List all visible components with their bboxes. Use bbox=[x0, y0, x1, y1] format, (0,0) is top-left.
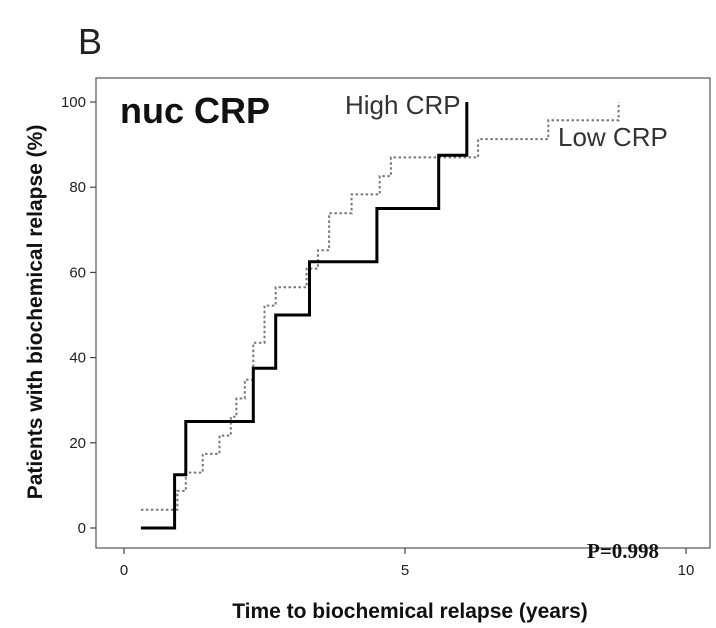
series-label-high-crp: High CRP bbox=[345, 90, 461, 120]
chart-title: nuc CRP bbox=[120, 90, 270, 131]
x-tick-label-0: 0 bbox=[120, 562, 128, 579]
series-label-low-crp: Low CRP bbox=[558, 122, 668, 152]
p-value-annotation: P=0.998 bbox=[587, 539, 659, 563]
series-layer bbox=[140, 102, 620, 530]
x-tick-label-2: 10 bbox=[678, 562, 695, 579]
series-line-high-crp bbox=[140, 102, 469, 530]
plot-frame bbox=[95, 77, 711, 549]
y-tick-label-1: 20 bbox=[69, 435, 86, 452]
y-axis-label: Patients with biochemical relapse (%) bbox=[24, 125, 47, 500]
panel-label: B bbox=[78, 21, 102, 62]
x-tick-label-1: 5 bbox=[401, 562, 409, 579]
y-tick-label-5: 100 bbox=[61, 94, 86, 111]
y-tick-label-2: 40 bbox=[69, 350, 86, 367]
x-axis-label: Time to biochemical relapse (years) bbox=[232, 600, 588, 623]
y-tick-label-4: 80 bbox=[69, 179, 86, 196]
y-tick-label-0: 0 bbox=[78, 520, 86, 537]
y-tick-label-3: 60 bbox=[69, 264, 86, 281]
series-line-low-crp bbox=[140, 102, 620, 511]
